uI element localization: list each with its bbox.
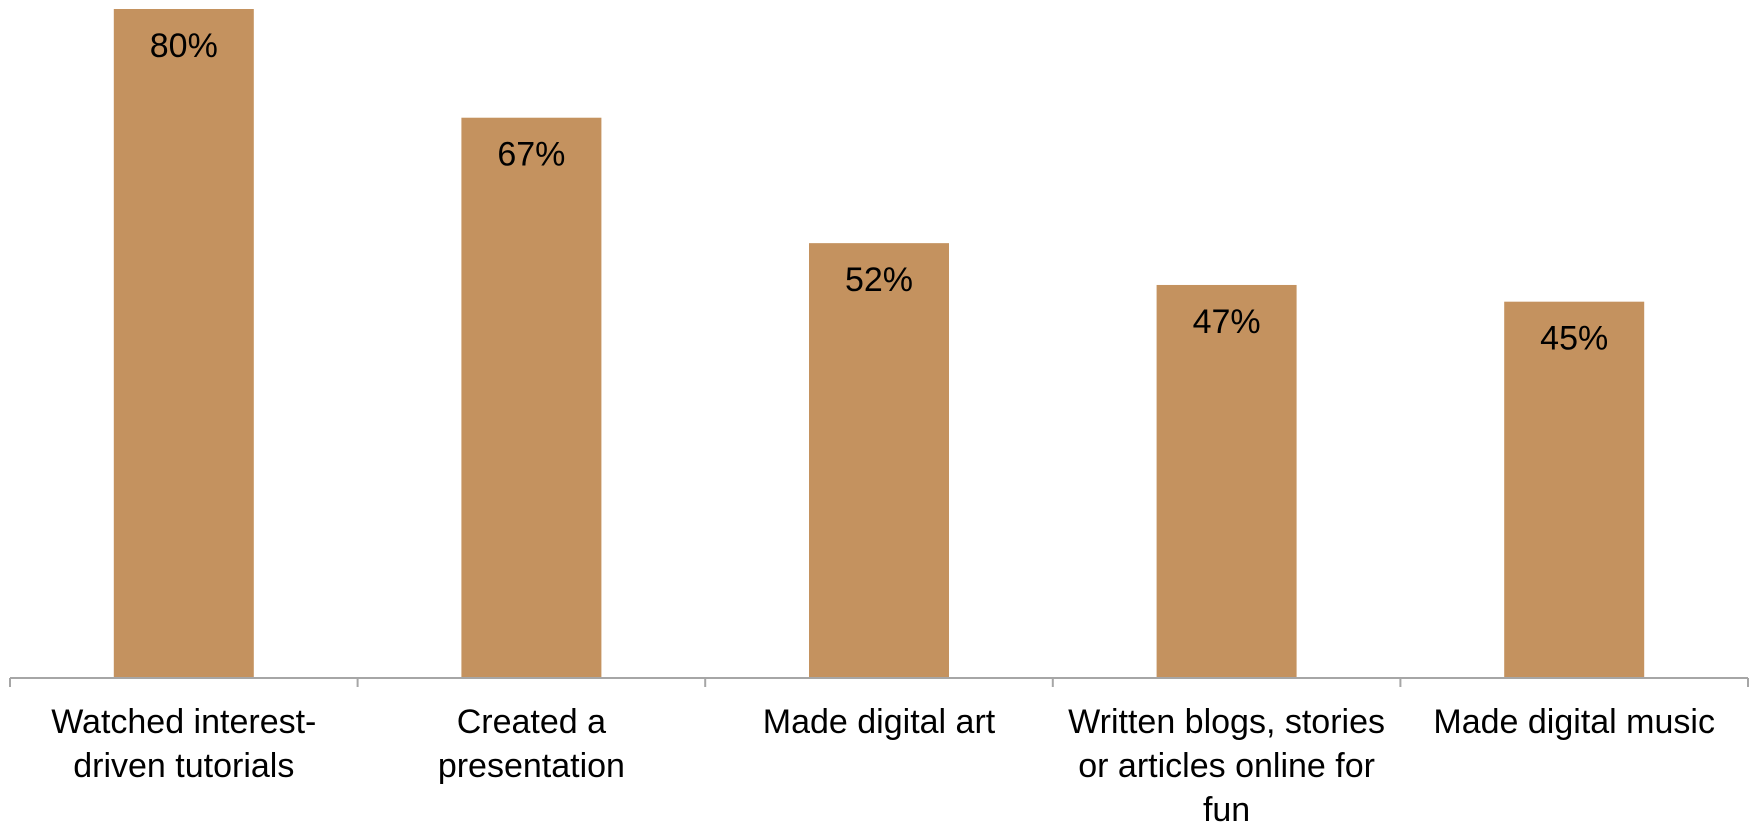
category-label: Written blogs, stories or articles online… bbox=[1068, 703, 1385, 823]
category-label-line: Created a bbox=[457, 703, 606, 741]
category-label-line: Made digital art bbox=[763, 703, 996, 741]
category-label: Watched interest-driven tutorials bbox=[51, 703, 316, 785]
category-label: Made digital music bbox=[1433, 703, 1715, 741]
category-label: Created a presentation bbox=[438, 703, 625, 785]
category-label: Made digital art bbox=[763, 703, 996, 741]
bar bbox=[1156, 284, 1297, 678]
bar bbox=[461, 117, 602, 678]
category-label-line: or articles online for bbox=[1078, 747, 1375, 785]
category-label-line: Written blogs, stories bbox=[1068, 703, 1385, 741]
category-label-line: fun bbox=[1203, 791, 1250, 823]
bar bbox=[809, 243, 949, 678]
category-label-line: Made digital music bbox=[1433, 703, 1715, 741]
category-label-line: driven tutorials bbox=[73, 747, 294, 785]
bar bbox=[1504, 301, 1645, 678]
data-label: 47% bbox=[1193, 303, 1261, 341]
data-labels-layer: 80% 67% 52% 47% 45% bbox=[150, 27, 1608, 358]
data-label: 67% bbox=[497, 136, 565, 174]
category-labels-layer: Watched interest-driven tutorials Created… bbox=[51, 703, 1715, 828]
x-axis bbox=[9, 677, 1749, 687]
data-label: 52% bbox=[845, 261, 913, 299]
bar bbox=[113, 9, 254, 678]
data-label: 80% bbox=[150, 27, 218, 65]
category-label-line: presentation bbox=[438, 747, 625, 785]
bars-layer bbox=[113, 9, 1645, 678]
category-label-line: Watched interest- bbox=[51, 703, 316, 741]
data-label: 45% bbox=[1540, 320, 1608, 358]
